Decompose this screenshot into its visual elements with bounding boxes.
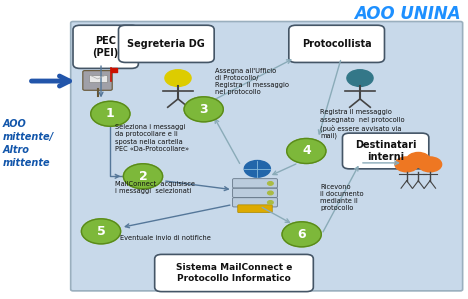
Text: Destinatari
interni: Destinatari interni <box>355 140 417 162</box>
Text: Eventuale invio di notifiche: Eventuale invio di notifiche <box>120 235 211 241</box>
Text: Protocollista: Protocollista <box>302 39 372 49</box>
FancyBboxPatch shape <box>233 198 278 207</box>
FancyBboxPatch shape <box>238 205 272 213</box>
Text: 4: 4 <box>302 144 311 158</box>
Circle shape <box>91 101 130 126</box>
Circle shape <box>282 222 321 247</box>
Text: 5: 5 <box>96 225 105 238</box>
FancyBboxPatch shape <box>343 133 429 169</box>
Text: PEC
(PEI): PEC (PEI) <box>93 36 119 58</box>
Text: 1: 1 <box>106 107 115 120</box>
FancyBboxPatch shape <box>118 25 214 62</box>
FancyBboxPatch shape <box>71 22 463 291</box>
FancyBboxPatch shape <box>233 188 278 197</box>
Text: 3: 3 <box>199 103 208 116</box>
Text: Registra il messaggio
assegnato  nel protocollo
(può essere avvisato via
mail): Registra il messaggio assegnato nel prot… <box>320 109 405 139</box>
Circle shape <box>395 157 418 172</box>
Circle shape <box>124 164 162 189</box>
FancyBboxPatch shape <box>155 254 313 292</box>
Circle shape <box>268 201 273 204</box>
Text: Seleziona i messaggi
da protocollare e li
sposta nella cartella
PEC «Da-Protocol: Seleziona i messaggi da protocollare e l… <box>115 124 189 152</box>
Circle shape <box>81 219 121 244</box>
Circle shape <box>418 157 442 172</box>
Text: Ricevono
il documento
mediante il
protocollo: Ricevono il documento mediante il protoc… <box>320 184 364 211</box>
Circle shape <box>268 191 273 195</box>
Circle shape <box>287 138 326 164</box>
Text: Segreteria DG: Segreteria DG <box>127 39 205 49</box>
Text: MailConnect  acquisisce
i messaggi  selezionati: MailConnect acquisisce i messaggi selezi… <box>115 181 195 194</box>
Text: AOO
mittente/
Altro
mittente: AOO mittente/ Altro mittente <box>3 119 54 168</box>
Text: Sistema MailConnect e
Protocollo Informatico: Sistema MailConnect e Protocollo Informa… <box>176 263 292 283</box>
Circle shape <box>268 181 273 185</box>
Circle shape <box>347 70 373 86</box>
Circle shape <box>407 152 430 167</box>
Text: AOO UNINA: AOO UNINA <box>354 5 461 23</box>
Text: 2: 2 <box>139 170 147 183</box>
FancyBboxPatch shape <box>83 71 112 90</box>
FancyBboxPatch shape <box>89 74 107 82</box>
Text: 6: 6 <box>297 228 306 241</box>
Text: Assegna all'Ufficio
di Protocollo/
Registra  il messaggio
nel protocollo: Assegna all'Ufficio di Protocollo/ Regis… <box>215 68 289 95</box>
Circle shape <box>184 97 223 122</box>
Circle shape <box>165 70 191 86</box>
FancyBboxPatch shape <box>233 179 278 188</box>
FancyBboxPatch shape <box>73 25 139 68</box>
Circle shape <box>244 161 271 177</box>
FancyBboxPatch shape <box>289 25 385 62</box>
